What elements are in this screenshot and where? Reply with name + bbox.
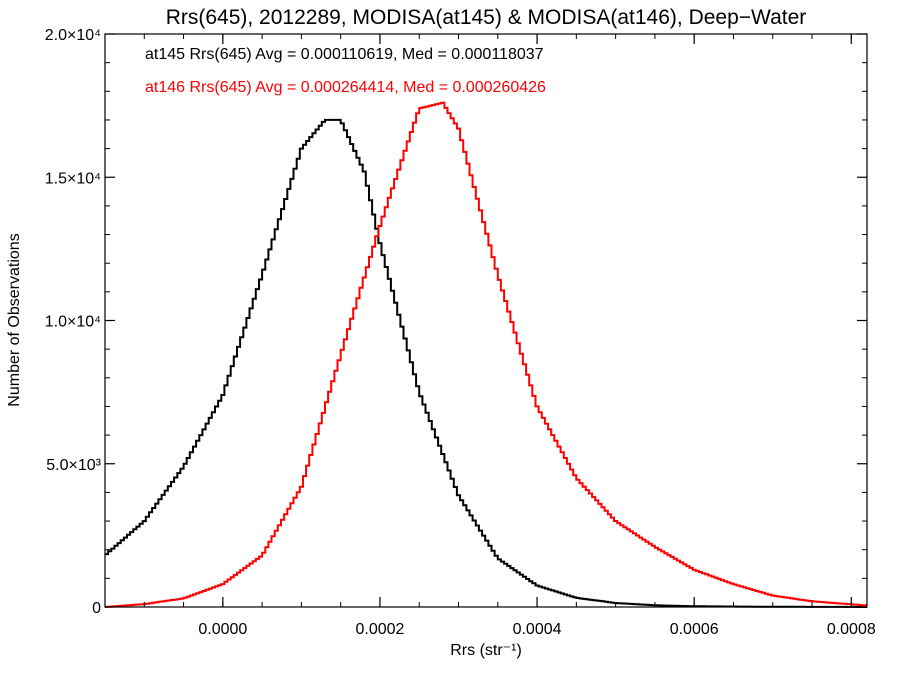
x-axis-label: Rrs (str⁻¹) (450, 642, 522, 659)
y-axis-label: Number of Observations (6, 233, 23, 406)
y-tick-label: 0 (92, 600, 101, 617)
y-tick-label: 1.5×10⁴ (45, 170, 101, 187)
series-0-histogram (105, 118, 867, 608)
x-tick-label: 0.0002 (355, 621, 404, 638)
series-1-histogram (105, 101, 867, 608)
x-tick-label: 0.0006 (670, 621, 719, 638)
y-tick-label: 5.0×10³ (46, 457, 101, 474)
series-layer (105, 101, 867, 608)
y-tick-label: 2.0×10⁴ (45, 27, 101, 44)
annotation-at145: at145 Rrs(645) Avg = 0.000110619, Med = … (145, 46, 544, 63)
x-tick-label: 0.0008 (827, 621, 876, 638)
x-tick-label: 0.0000 (198, 621, 247, 638)
plot-frame (104, 33, 868, 608)
tick-layer: 0.0000 0.0002 0.0004 0.0006 0.0008 0 5.0×10³ 1.… (45, 27, 876, 638)
x-tick-label: 0.0004 (513, 621, 562, 638)
chart-title: Rrs(645), 2012289, MODISA(at145) & MODIS… (166, 6, 807, 29)
annotation-at146: at146 Rrs(645) Avg = 0.000264414, Med = … (145, 79, 546, 96)
y-tick-label: 1.0×10⁴ (45, 314, 101, 331)
